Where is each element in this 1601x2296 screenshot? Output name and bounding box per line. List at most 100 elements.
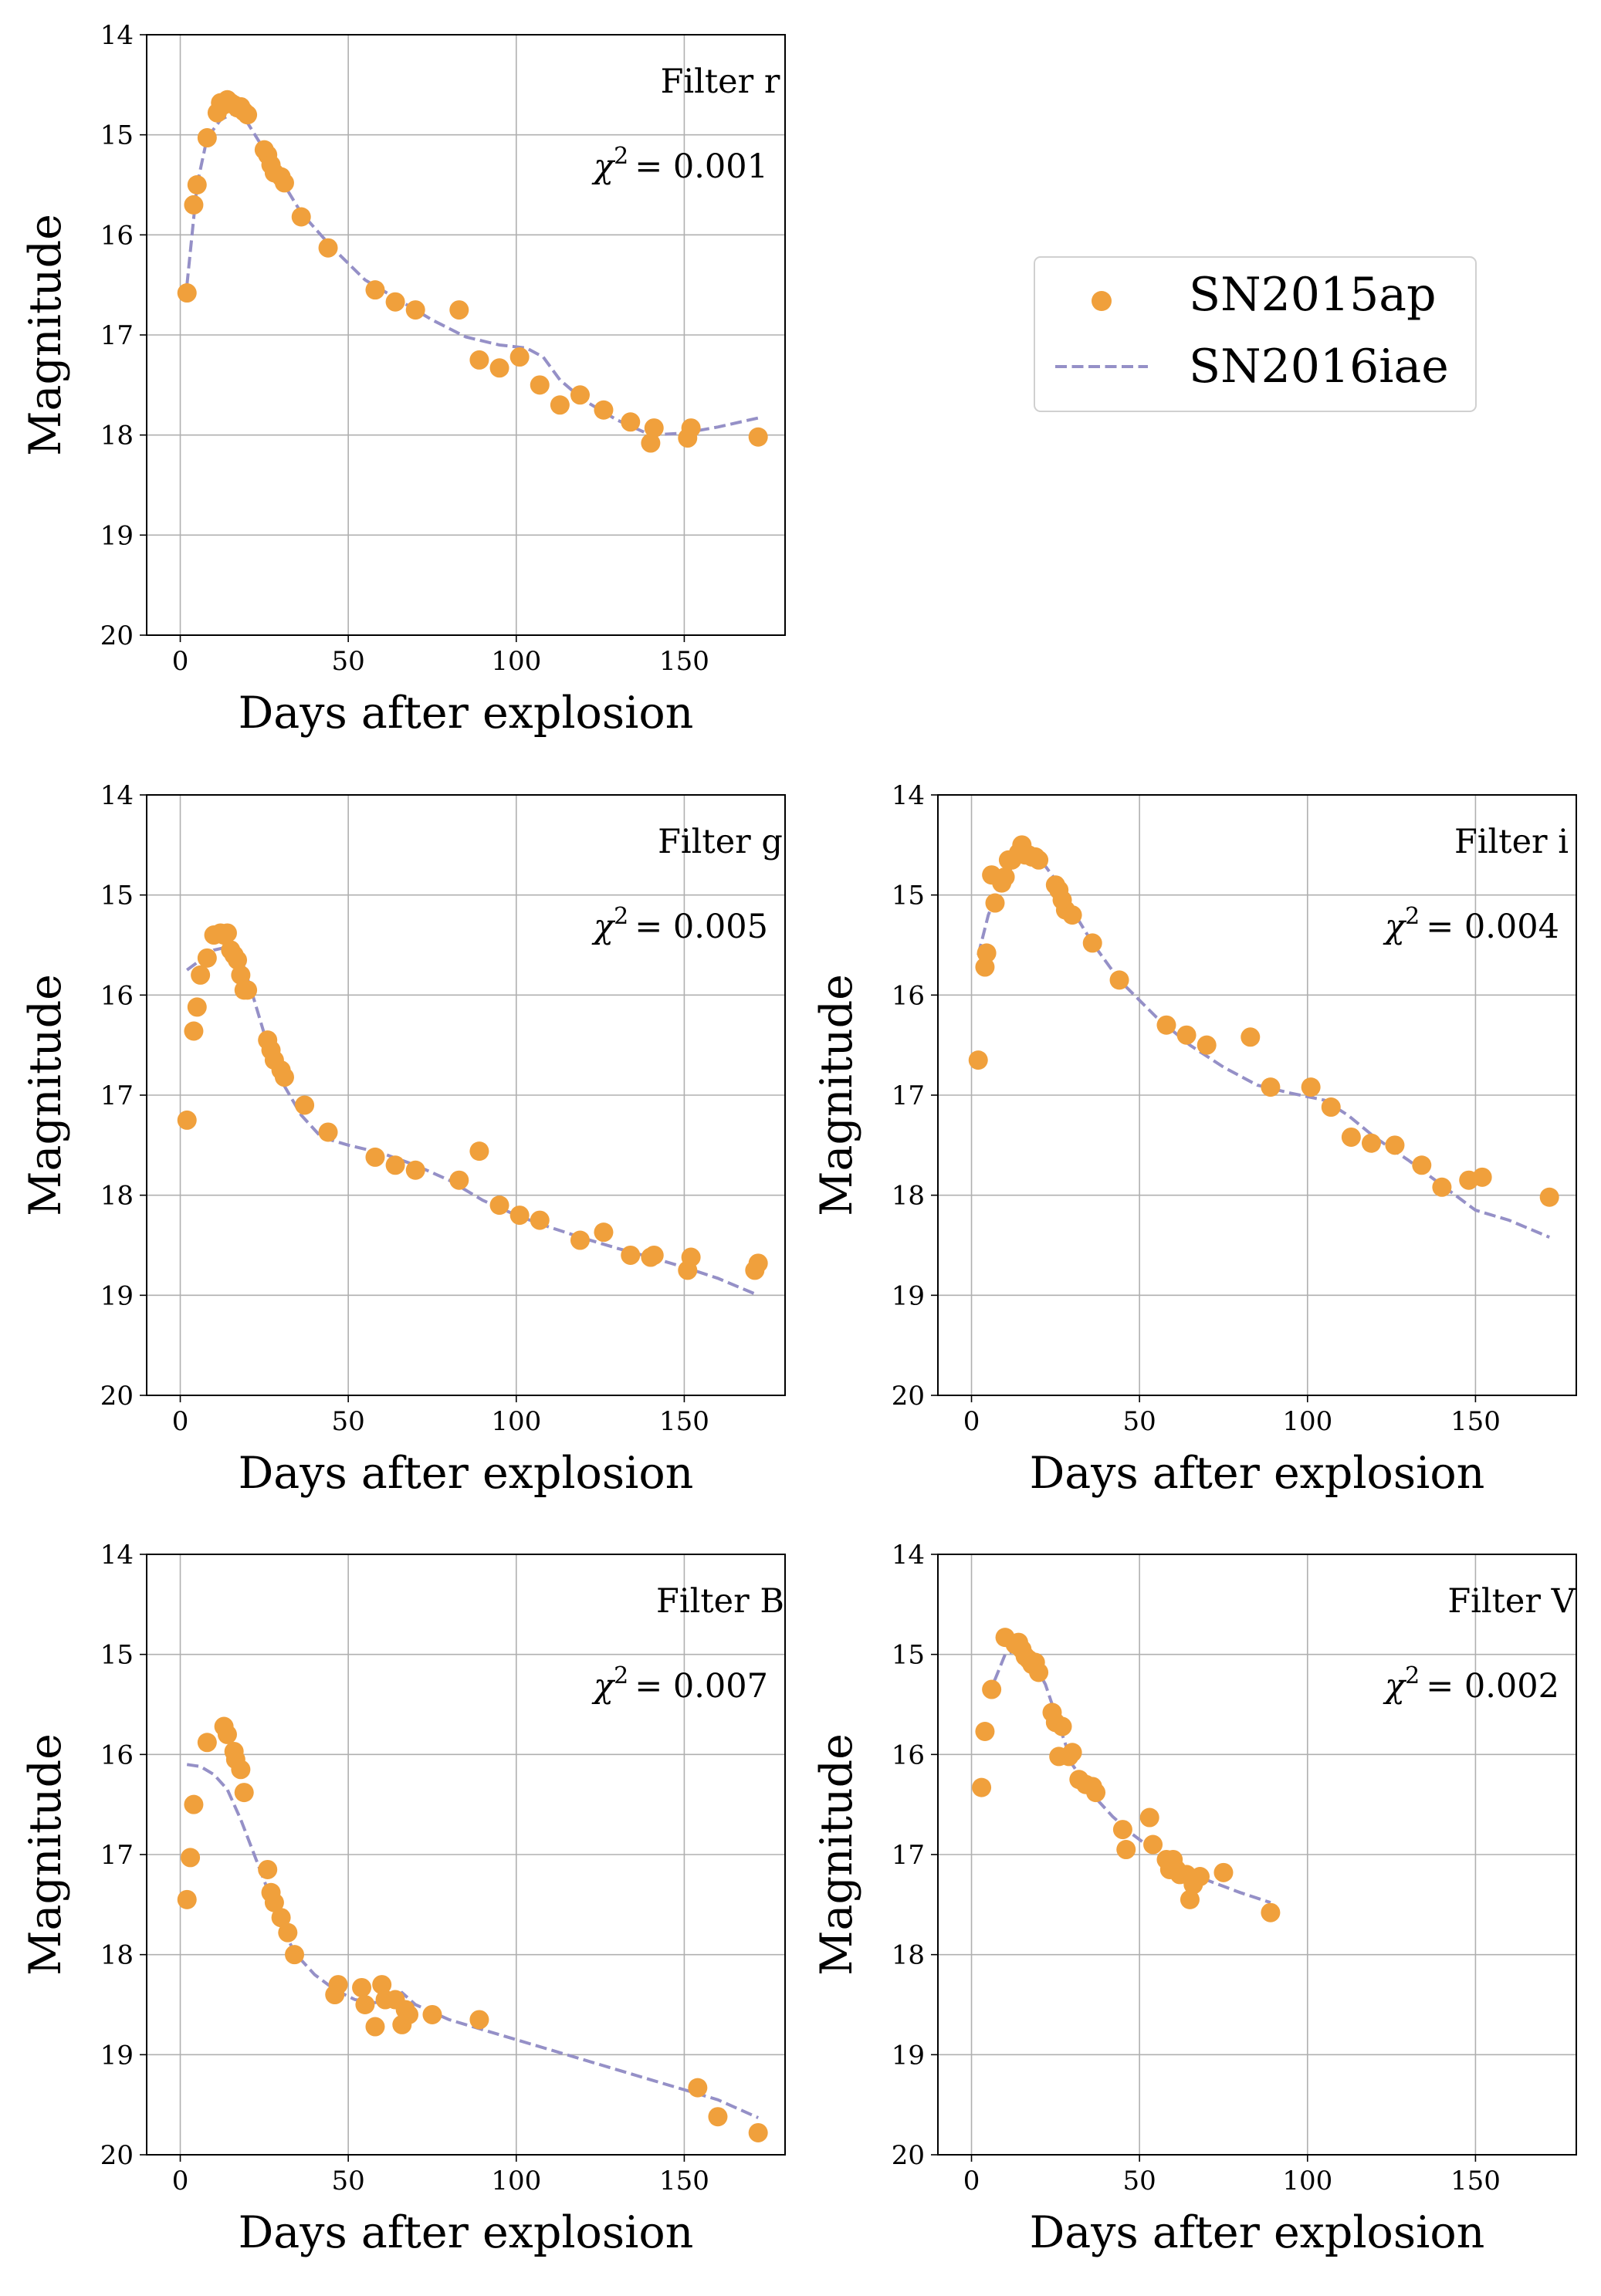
x-tick-label: 50	[1123, 1406, 1156, 1437]
data-point	[264, 1892, 284, 1912]
filter-label: Filter B	[656, 1582, 784, 1621]
data-point	[1116, 1840, 1136, 1860]
y-tick-label: 17	[892, 1080, 925, 1111]
data-point	[328, 1975, 348, 1995]
x-tick-label: 150	[659, 646, 709, 677]
data-point	[1086, 1783, 1106, 1803]
y-tick-label: 15	[100, 120, 134, 151]
y-tick-label: 15	[100, 881, 134, 911]
data-point	[274, 1067, 294, 1087]
x-tick-label: 0	[172, 2166, 189, 2196]
y-tick-label: 16	[892, 1740, 925, 1770]
data-point	[1385, 1135, 1405, 1155]
data-point	[530, 1210, 550, 1230]
data-point	[449, 300, 469, 320]
chi-squared-value: = 0.004	[1426, 908, 1559, 946]
data-point	[271, 1908, 291, 1928]
y-tick-label: 18	[892, 1181, 925, 1212]
data-point	[681, 418, 701, 438]
chi-squared-value: = 0.001	[635, 147, 768, 186]
data-point	[550, 395, 570, 415]
data-point	[1062, 1743, 1082, 1763]
data-point	[234, 1783, 254, 1803]
data-point	[365, 280, 385, 300]
data-point	[1341, 1127, 1361, 1147]
y-tick-label: 18	[100, 1940, 134, 1971]
data-point	[1029, 1662, 1049, 1682]
data-point	[177, 283, 197, 303]
legend-label-sn2015ap: SN2015ap	[1189, 268, 1436, 322]
data-point	[372, 1975, 392, 1995]
data-point	[191, 965, 211, 985]
data-point	[184, 1794, 204, 1814]
y-tick-label: 16	[892, 980, 925, 1011]
data-point	[352, 1977, 372, 1997]
data-point	[570, 385, 590, 405]
data-point	[469, 350, 489, 370]
x-axis-label: Days after explosion	[239, 688, 694, 739]
y-tick-label: 19	[100, 1280, 134, 1311]
x-tick-label: 100	[1282, 2166, 1332, 2196]
data-point	[972, 1777, 992, 1797]
chi-squared-label: χ2 = 0.007	[591, 1662, 768, 1706]
x-tick-label: 150	[1450, 1406, 1501, 1437]
data-point	[1139, 1807, 1159, 1828]
grid	[147, 1554, 785, 2156]
chi-squared-value: = 0.005	[635, 908, 768, 946]
data-point	[1539, 1187, 1559, 1207]
data-point	[1109, 970, 1129, 990]
data-point	[489, 1195, 509, 1216]
data-point	[644, 1245, 664, 1265]
axes-frame	[937, 1554, 1577, 2156]
data-point	[238, 980, 258, 1000]
grid	[147, 34, 785, 636]
panel-V: 0 50 100 150 14 15 16 17 18 19 20 Days after explos…	[811, 1540, 1577, 2258]
data-point	[197, 128, 217, 148]
filter-label: Filter V	[1447, 1582, 1576, 1621]
data-point	[184, 1021, 204, 1041]
y-tick-label: 19	[100, 520, 134, 551]
data-point	[405, 300, 425, 320]
series-points-sn2015ap	[177, 923, 768, 1280]
y-tick-label: 16	[100, 220, 134, 251]
data-point	[1112, 1820, 1132, 1840]
data-point	[1261, 1077, 1281, 1097]
data-point	[1176, 1025, 1197, 1045]
chi-squared-label: χ2 = 0.005	[591, 903, 768, 946]
data-point	[1412, 1155, 1432, 1175]
y-tick-label: 16	[100, 980, 134, 1011]
grid	[938, 1554, 1576, 2156]
data-point	[968, 1050, 988, 1070]
data-point	[231, 1760, 251, 1780]
data-point	[365, 1147, 385, 1167]
y-tick-label: 14	[100, 780, 134, 811]
data-point	[641, 433, 661, 453]
data-point	[399, 2004, 419, 2024]
y-tick-label: 16	[100, 1740, 134, 1770]
y-tick-label: 14	[892, 1540, 925, 1571]
data-point	[975, 1722, 995, 1742]
data-point	[1082, 933, 1102, 953]
data-point	[1197, 1035, 1217, 1055]
chi-squared-label: χ2 = 0.002	[1383, 1662, 1559, 1706]
data-point	[1361, 1133, 1381, 1153]
data-point	[217, 1724, 237, 1744]
y-tick-label: 20	[892, 2140, 925, 2171]
data-point	[644, 418, 664, 438]
panel-i: 0 50 100 150 14 15 16 17 18 19 20 Days after explos…	[811, 780, 1577, 1499]
grid	[147, 794, 785, 1396]
axes-frame	[937, 794, 1577, 1396]
y-axis-label: Magnitude	[811, 974, 862, 1216]
grid	[938, 794, 1576, 1396]
y-tick-label: 20	[100, 2140, 134, 2171]
x-tick-label: 0	[963, 1406, 980, 1437]
y-tick-label: 15	[892, 881, 925, 911]
data-point	[489, 358, 509, 378]
data-point	[681, 1247, 701, 1267]
y-tick-label: 17	[100, 320, 134, 351]
data-point	[621, 1245, 641, 1265]
y-tick-label: 17	[100, 1080, 134, 1111]
y-tick-label: 14	[892, 780, 925, 811]
data-point	[405, 1160, 425, 1180]
